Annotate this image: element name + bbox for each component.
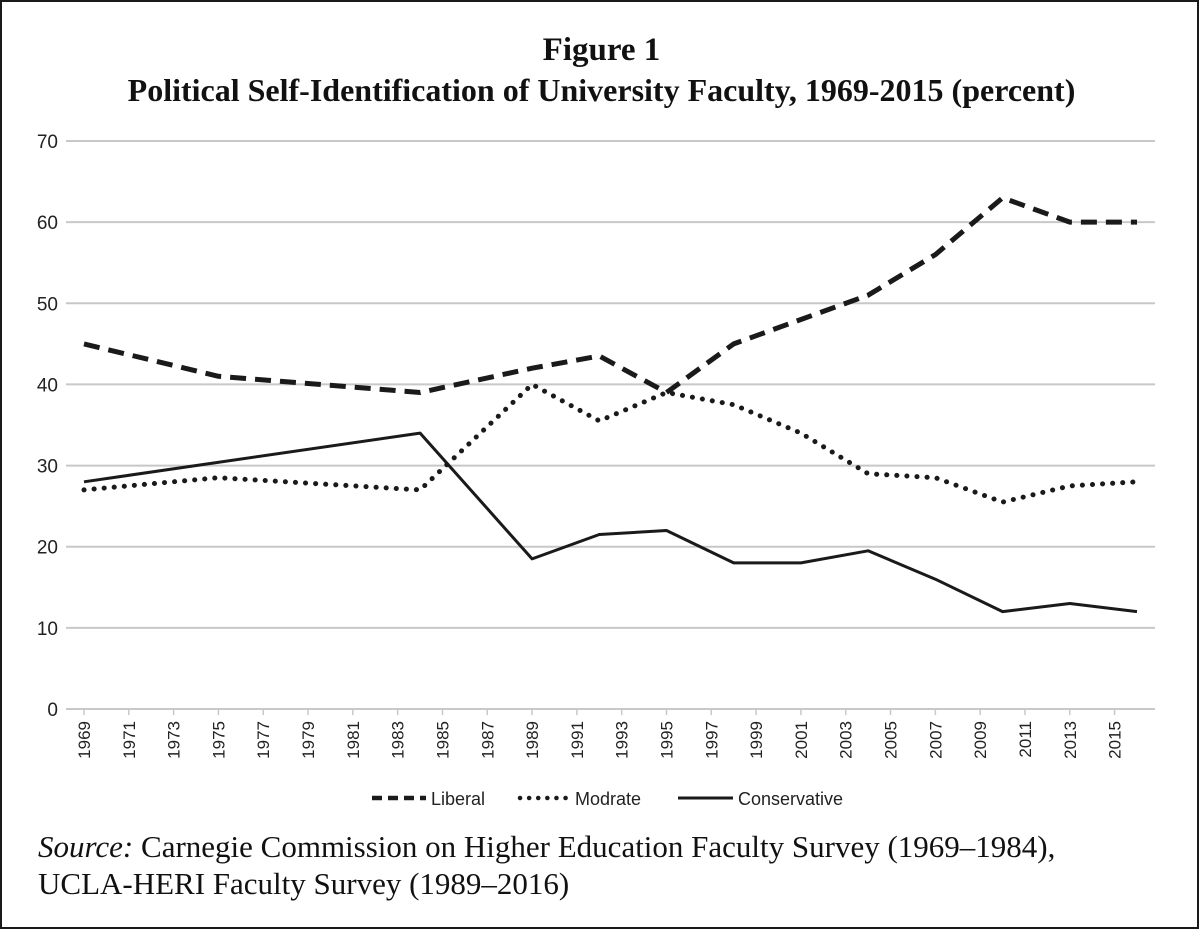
chart-title: Political Self-Identification of Univers… <box>127 72 1076 108</box>
x-tick-label: 2011 <box>1016 721 1035 758</box>
x-tick-label: 2005 <box>882 721 901 759</box>
y-tick-label: 10 <box>37 619 58 640</box>
x-tick-label: 1985 <box>433 721 452 759</box>
source-label: Source: <box>38 829 134 864</box>
x-tick-label: 2015 <box>1106 721 1125 759</box>
x-tick-label: 1971 <box>120 721 139 759</box>
legend: Liberal Modrate Conservative <box>372 789 843 809</box>
x-tick-label: 1979 <box>299 721 318 759</box>
y-tick-label: 40 <box>37 375 58 396</box>
x-tick-label: 1991 <box>568 721 587 759</box>
y-tick-label: 50 <box>37 294 58 315</box>
series-line-liberal <box>83 195 1137 395</box>
legend-label-modrate: Modrate <box>575 789 641 809</box>
x-tick-label: 1997 <box>702 721 721 759</box>
source-note: Source: Carnegie Commission on Higher Ed… <box>38 828 1188 902</box>
x-tick-label: 1995 <box>658 721 677 759</box>
x-tick-label: 2003 <box>837 721 856 759</box>
figure-title: Figure 1 <box>542 32 661 68</box>
gridlines <box>66 140 1155 629</box>
source-line-1: Carnegie Commission on Higher Education … <box>141 829 1056 864</box>
legend-label-liberal: Liberal <box>431 789 485 809</box>
x-axis: 1969 1971 1973 1975 1977 1979 1981 1983 1985 1987… <box>66 708 1155 759</box>
source-line-2: UCLA-HERI Faculty Survey (1989–2016) <box>38 866 570 901</box>
x-tick-label: 2009 <box>971 721 990 759</box>
x-tick-label: 2001 <box>792 721 811 759</box>
y-tick-label: 0 <box>47 700 58 721</box>
x-tick-label: 1973 <box>165 721 184 759</box>
x-tick-label: 1993 <box>613 721 632 759</box>
y-tick-label: 70 <box>37 132 58 153</box>
x-tick-label: 2013 <box>1061 721 1080 759</box>
x-tick-label: 1987 <box>478 721 497 759</box>
series-line-modrate <box>81 381 1140 505</box>
series-lines <box>81 195 1140 614</box>
y-axis-ticks: 0 10 20 30 40 50 60 70 <box>37 132 58 721</box>
x-tick-label: 1981 <box>344 721 363 759</box>
y-tick-label: 30 <box>37 457 58 478</box>
x-tick-label: 1977 <box>254 721 273 759</box>
x-tick-label: 1999 <box>747 721 766 759</box>
y-tick-label: 20 <box>37 538 58 559</box>
x-tick-label: 2007 <box>926 721 945 759</box>
x-tick-label: 1983 <box>389 721 408 759</box>
legend-label-conservative: Conservative <box>738 789 843 809</box>
x-tick-label: 1975 <box>209 721 228 759</box>
x-tick-label: 1969 <box>75 721 94 759</box>
y-tick-label: 60 <box>37 213 58 234</box>
series-line-conservative <box>83 431 1138 614</box>
x-tick-label: 1989 <box>523 721 542 759</box>
